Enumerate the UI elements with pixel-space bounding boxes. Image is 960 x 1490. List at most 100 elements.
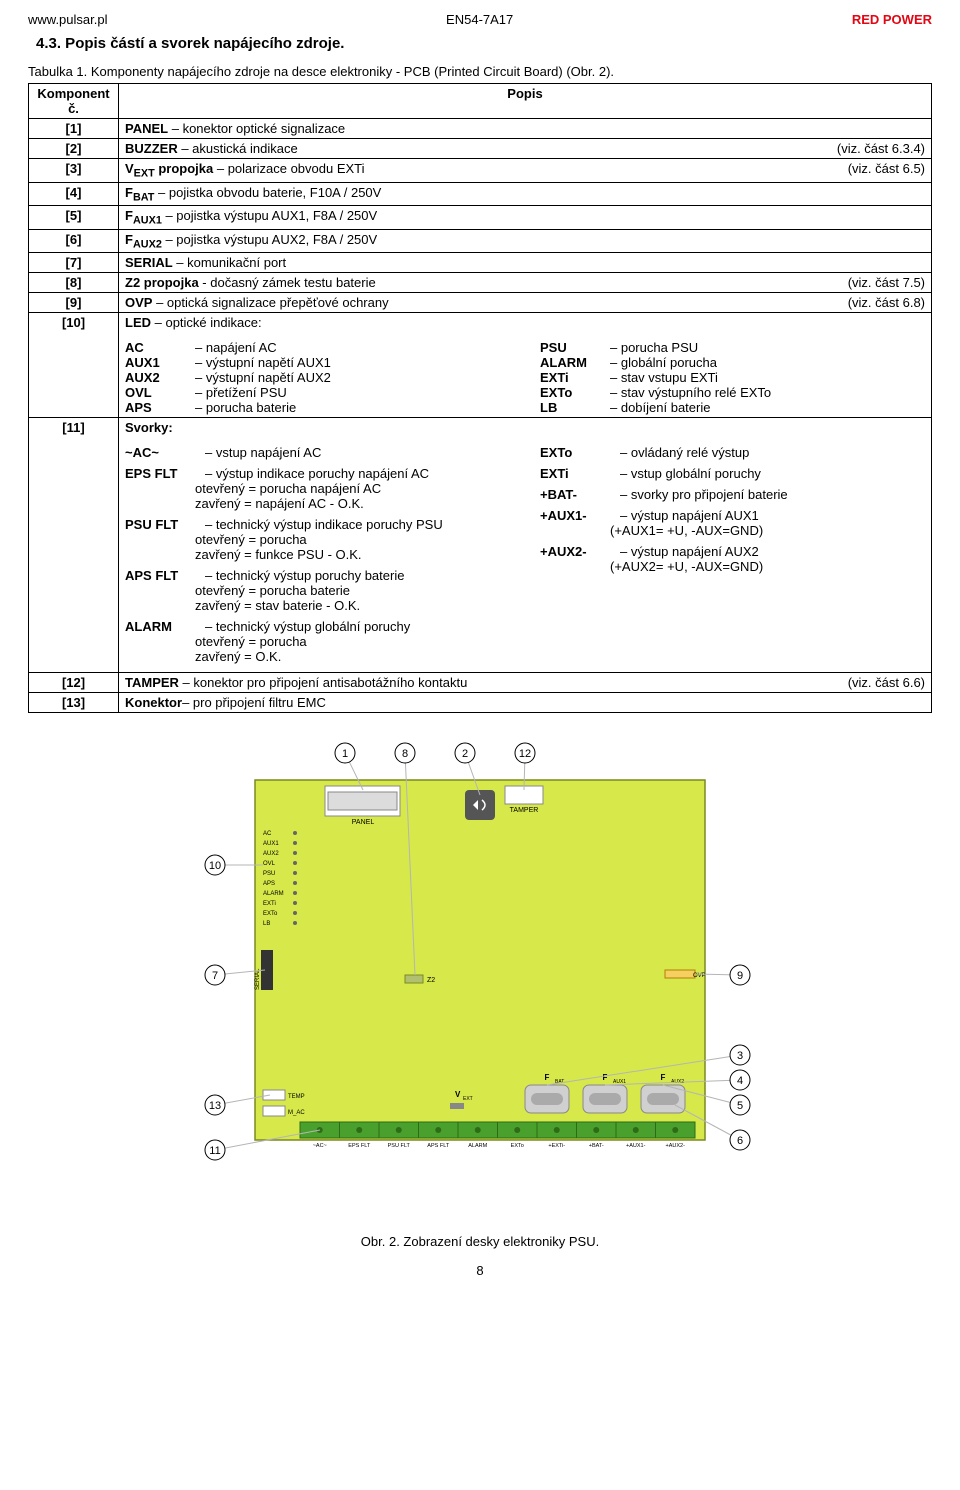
- svg-text:V: V: [455, 1090, 461, 1099]
- svg-text:EXTi: EXTi: [263, 901, 276, 907]
- table-row: [4]FBAT – pojistka obvodu baterie, F10A …: [29, 182, 932, 206]
- comp-key: [9]: [29, 293, 119, 313]
- comp-desc: SERIAL – komunikační port: [119, 253, 932, 273]
- svg-text:BAT: BAT: [555, 1079, 564, 1085]
- row-ref: (viz. část 6.6): [848, 675, 925, 690]
- svg-text:9: 9: [737, 970, 743, 982]
- kv-line: EXTi– stav vstupu EXTi: [540, 370, 925, 385]
- svg-text:AC: AC: [263, 831, 272, 837]
- comp-key: [6]: [29, 229, 119, 253]
- svg-text:3: 3: [737, 1050, 743, 1062]
- pcb-svg: PANELTAMPERACAUX1AUX2OVLPSUAPSALARMEXTiE…: [160, 735, 800, 1225]
- comp-desc: Z2 propojka - dočasný zámek testu bateri…: [119, 273, 932, 293]
- hdr-center: EN54-7A17: [446, 12, 513, 27]
- table-row: [7]SERIAL – komunikační port: [29, 253, 932, 273]
- hdr-left: www.pulsar.pl: [28, 12, 107, 27]
- comp-desc: OVP – optická signalizace přepěťové ochr…: [119, 293, 932, 313]
- page-title: 4.3. Popis částí a svorek napájecího zdr…: [36, 35, 932, 52]
- kv-line: AUX1– výstupní napětí AUX1: [125, 355, 510, 370]
- svg-text:AUX1: AUX1: [263, 841, 279, 847]
- terminal-block: APS FLT– technický výstup poruchy bateri…: [125, 568, 510, 613]
- table-row: [12] TAMPER – konektor pro připojení ant…: [29, 673, 932, 693]
- table-row: [9]OVP – optická signalizace přepěťové o…: [29, 293, 932, 313]
- comp-key: [5]: [29, 206, 119, 230]
- r11-intro: Svorky:: [125, 420, 925, 435]
- svg-text:1: 1: [342, 748, 348, 760]
- svg-text:EXTo: EXTo: [263, 911, 278, 917]
- svg-text:+AUX1-: +AUX1-: [626, 1143, 646, 1149]
- comp-key: [8]: [29, 273, 119, 293]
- terminal-block: ~AC~– vstup napájení AC: [125, 445, 510, 460]
- svg-text:PSU: PSU: [263, 871, 275, 877]
- svg-text:12: 12: [519, 748, 531, 760]
- svg-text:F: F: [661, 1073, 666, 1082]
- svg-text:7: 7: [212, 970, 218, 982]
- kv-line: OVL– přetížení PSU: [125, 385, 510, 400]
- svg-text:10: 10: [209, 860, 221, 872]
- terminal-block: ALARM– technický výstup globální poruchy…: [125, 619, 510, 664]
- comp-key: [7]: [29, 253, 119, 273]
- pcb-figure: PANELTAMPERACAUX1AUX2OVLPSUAPSALARMEXTiE…: [28, 735, 932, 1249]
- svg-text:EXTo: EXTo: [511, 1143, 524, 1149]
- kv-line: PSU– porucha PSU: [540, 340, 925, 355]
- comp-key: [12]: [29, 673, 119, 693]
- svg-text:13: 13: [209, 1100, 221, 1112]
- svg-text:+BAT-: +BAT-: [589, 1143, 604, 1149]
- comp-desc: Svorky: ~AC~– vstup napájení AC EPS FLT– …: [119, 418, 932, 673]
- comp-desc: PANEL – konektor optické signalizace: [119, 119, 932, 139]
- table-row: [10] LED – optické indikace: AC– napájen…: [29, 313, 932, 418]
- kv-line: LB– dobíjení baterie: [540, 400, 925, 415]
- svg-text:APS: APS: [263, 881, 275, 887]
- comp-desc: BUZZER – akustická indikace(viz. část 6.…: [119, 139, 932, 159]
- r10-intro-label: LED: [125, 315, 151, 330]
- comp-key: [4]: [29, 182, 119, 206]
- table-row: [3]VEXT propojka – polarizace obvodu EXT…: [29, 159, 932, 183]
- comp-key: [13]: [29, 693, 119, 713]
- svg-text:M_AC: M_AC: [288, 1110, 305, 1116]
- svg-text:OVL: OVL: [263, 861, 276, 867]
- svg-text:2: 2: [462, 748, 468, 760]
- kv-line: AUX2– výstupní napětí AUX2: [125, 370, 510, 385]
- table-row: [2]BUZZER – akustická indikace(viz. část…: [29, 139, 932, 159]
- terminal-block: EPS FLT– výstup indikace poruchy napájen…: [125, 466, 510, 511]
- comp-key: [1]: [29, 119, 119, 139]
- svg-text:~AC~: ~AC~: [313, 1143, 327, 1149]
- svg-text:5: 5: [737, 1100, 743, 1112]
- svg-text:+AUX2-: +AUX2-: [666, 1143, 686, 1149]
- table-row: [8]Z2 propojka - dočasný zámek testu bat…: [29, 273, 932, 293]
- svg-text:11: 11: [209, 1145, 220, 1157]
- terminal-block: +BAT-– svorky pro připojení baterie: [540, 487, 925, 502]
- terminal-block: EXTi– vstup globální poruchy: [540, 466, 925, 481]
- comp-desc: Konektor– pro připojení filtru EMC: [119, 693, 932, 713]
- table-row: [13] Konektor– pro připojení filtru EMC: [29, 693, 932, 713]
- svg-text:AUX2: AUX2: [263, 851, 279, 857]
- table-caption: Tabulka 1. Komponenty napájecího zdroje …: [28, 64, 932, 79]
- comp-key: [3]: [29, 159, 119, 183]
- comp-desc: LED – optické indikace: AC– napájení ACA…: [119, 313, 932, 418]
- comp-desc: FAUX2 – pojistka výstupu AUX2, F8A / 250…: [119, 229, 932, 253]
- terminal-block: +AUX2-– výstup napájení AUX2(+AUX2= +U, …: [540, 544, 925, 574]
- figure-caption: Obr. 2. Zobrazení desky elektroniky PSU.: [28, 1234, 932, 1249]
- svg-text:6: 6: [737, 1135, 743, 1147]
- components-table: Komponent č. Popis [1]PANEL – konektor o…: [28, 83, 932, 713]
- comp-desc: FAUX1 – pojistka výstupu AUX1, F8A / 250…: [119, 206, 932, 230]
- svg-text:LB: LB: [263, 921, 270, 927]
- table-row: [5]FAUX1 – pojistka výstupu AUX1, F8A / …: [29, 206, 932, 230]
- comp-key: [10]: [29, 313, 119, 418]
- svg-text:4: 4: [737, 1075, 743, 1087]
- kv-line: EXTo– stav výstupního relé EXTo: [540, 385, 925, 400]
- comp-desc: VEXT propojka – polarizace obvodu EXTi(v…: [119, 159, 932, 183]
- svg-text:PANEL: PANEL: [352, 819, 375, 826]
- svg-text:EPS FLT: EPS FLT: [348, 1143, 371, 1149]
- page-number: 8: [28, 1263, 932, 1278]
- page-header: www.pulsar.pl EN54-7A17 RED POWER: [28, 12, 932, 27]
- comp-key: [11]: [29, 418, 119, 673]
- svg-text:F: F: [603, 1073, 608, 1082]
- svg-text:EXT: EXT: [463, 1096, 473, 1102]
- terminal-block: +AUX1-– výstup napájení AUX1(+AUX1= +U, …: [540, 508, 925, 538]
- comp-key: [2]: [29, 139, 119, 159]
- svg-text:ALARM: ALARM: [468, 1143, 487, 1149]
- svg-text:+EXTi-: +EXTi-: [548, 1143, 565, 1149]
- svg-text:ALARM: ALARM: [263, 891, 284, 897]
- svg-text:F: F: [545, 1073, 550, 1082]
